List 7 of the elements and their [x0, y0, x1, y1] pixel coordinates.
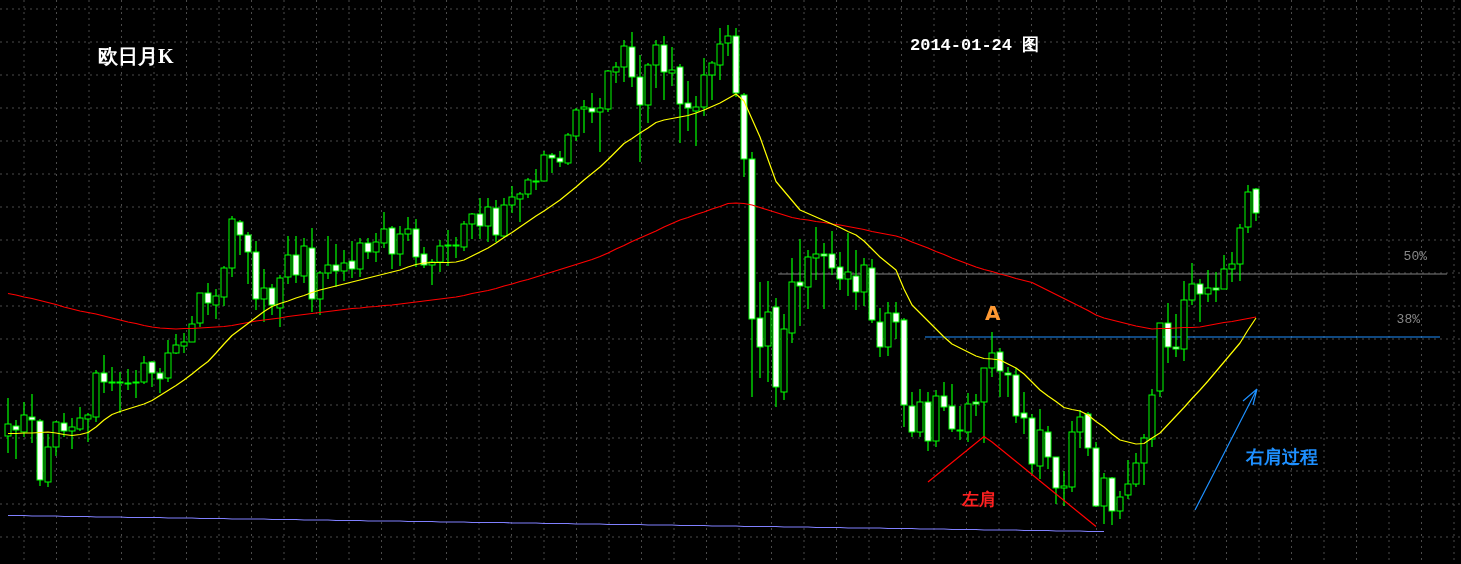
text: 欧日月K	[98, 45, 174, 67]
annotation: 左肩	[961, 489, 996, 509]
ref-line-label: 50%	[1403, 249, 1428, 264]
annotation: 右肩过程	[1245, 446, 1318, 467]
annotation: A	[985, 301, 1001, 325]
ref-line-label: 38%	[1396, 312, 1421, 327]
text: 2014-01-24 图	[910, 36, 1040, 55]
